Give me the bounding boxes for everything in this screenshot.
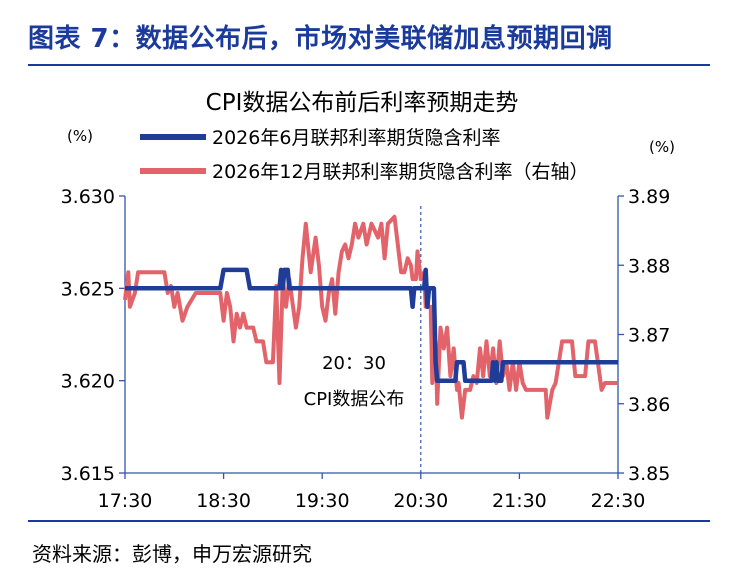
right-tick-label: 3.88 [628, 255, 670, 277]
right-axis-unit: (%) [649, 138, 675, 156]
left-tick-label: 3.630 [61, 186, 115, 208]
left-tick-label: 3.625 [61, 278, 115, 300]
x-tick-label: 20:30 [393, 490, 448, 512]
source-note: 资料来源：彭博，申万宏源研究 [32, 542, 312, 566]
chart-title: CPI数据公布前后利率预期走势 [206, 90, 519, 116]
right-tick-label: 3.85 [628, 463, 670, 485]
x-tick-label: 19:30 [295, 490, 350, 512]
left-tick-label: 3.615 [61, 463, 115, 485]
x-tick-label: 18:30 [196, 490, 251, 512]
annotation-label: CPI数据公布 [304, 389, 405, 410]
series-line-12m [123, 214, 618, 420]
left-axis-unit: (%) [67, 127, 93, 145]
x-tick-label: 22:30 [591, 490, 646, 512]
right-tick-label: 3.87 [628, 325, 670, 347]
legend-label-6m: 2026年6月联邦利率期货隐含利率 [212, 127, 500, 149]
figure-title: 图表 7：数据公布后，市场对美联储加息预期回调 [28, 24, 613, 54]
series-line-6m [125, 267, 618, 383]
title-rule [28, 64, 710, 66]
legend-label-12m: 2026年12月联邦利率期货隐含利率（右轴） [212, 161, 589, 183]
right-tick-label: 3.89 [628, 186, 670, 208]
right-tick-label: 3.86 [628, 394, 670, 416]
x-tick-label: 17:30 [98, 490, 153, 512]
source-rule [28, 520, 710, 522]
left-tick-label: 3.620 [61, 371, 115, 393]
annotation-time: 20：30 [322, 353, 386, 374]
x-tick-label: 21:30 [492, 490, 547, 512]
